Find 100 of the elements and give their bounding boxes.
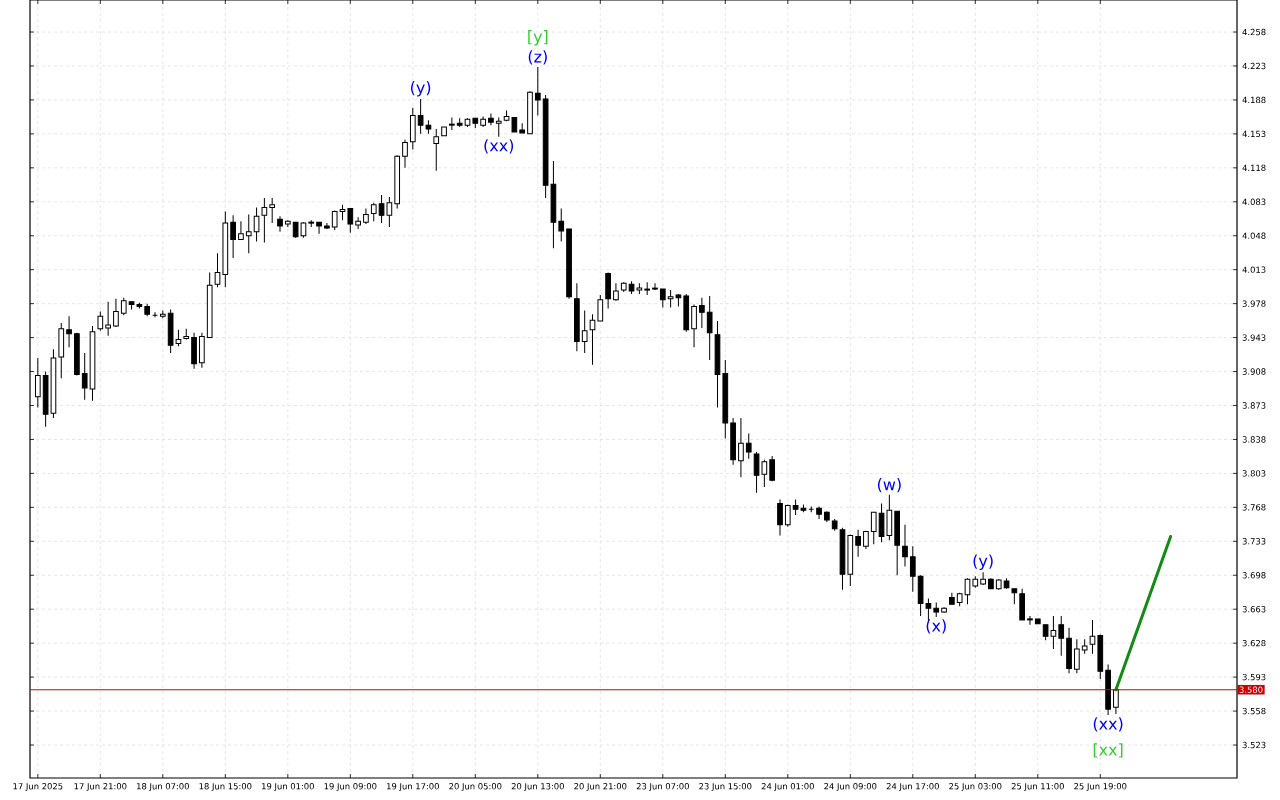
x-tick-label: 18 Jun 15:00 xyxy=(199,783,252,791)
annotation: (w) xyxy=(877,478,901,493)
x-tick-label: 19 Jun 01:00 xyxy=(262,783,314,791)
candlestick xyxy=(269,197,276,224)
candlestick xyxy=(613,282,619,302)
y-tick-label: 4.048 xyxy=(1242,232,1266,239)
x-tick-label: 20 Jun 13:00 xyxy=(511,783,564,791)
candlestick xyxy=(980,571,986,586)
x-tick-label: 17 Jun 21:00 xyxy=(74,783,127,791)
y-tick-label: 3.908 xyxy=(1242,368,1266,375)
candlestick xyxy=(1058,615,1065,657)
y-tick-label: 3.698 xyxy=(1242,572,1266,579)
y-tick-label: 3.628 xyxy=(1242,639,1266,647)
candlestick xyxy=(97,310,104,332)
x-tick-label: 25 Jun 11:00 xyxy=(1011,783,1064,791)
candlestick xyxy=(738,417,744,478)
candlestick xyxy=(784,503,791,528)
annotation: [y] xyxy=(528,30,548,46)
candlestick xyxy=(277,215,283,233)
y-tick-label: 4.188 xyxy=(1242,96,1266,104)
y-tick-label: 4.258 xyxy=(1242,28,1266,36)
x-tick-label: 19 Jun 09:00 xyxy=(324,783,377,791)
candlestick xyxy=(855,529,861,558)
candlestick xyxy=(699,297,705,329)
annotation: (xx) xyxy=(484,139,514,154)
candlestick xyxy=(1074,638,1080,674)
y-tick-label: 3.978 xyxy=(1242,300,1266,307)
x-tick-label: 25 Jun 19:00 xyxy=(1074,783,1127,791)
candlestick xyxy=(652,282,658,291)
candlestick xyxy=(449,116,455,131)
candlestick xyxy=(113,298,119,328)
candlestick xyxy=(597,294,604,322)
candlestick xyxy=(81,352,88,401)
candlestick xyxy=(433,128,440,172)
candlestick xyxy=(816,505,822,520)
candlestick xyxy=(488,113,494,126)
candlestick xyxy=(347,208,354,234)
y-tick-label: 4.223 xyxy=(1242,62,1266,70)
y-tick-label: 3.733 xyxy=(1242,538,1266,545)
candlestick xyxy=(105,301,111,337)
candlestick xyxy=(909,545,916,593)
x-tick-label: 23 Jun 15:00 xyxy=(699,783,752,791)
y-tick-label: 3.838 xyxy=(1242,436,1266,443)
candlestick xyxy=(214,252,221,288)
candlestick xyxy=(589,313,596,366)
y-tick-label: 3.768 xyxy=(1242,504,1266,511)
candlestick xyxy=(66,315,72,348)
x-tick-label: 24 Jun 17:00 xyxy=(886,783,939,791)
candlestick xyxy=(1027,615,1033,626)
y-tick-label: 3.803 xyxy=(1242,470,1266,477)
y-tick-label: 3.558 xyxy=(1242,707,1266,715)
y-tick-label: 4.153 xyxy=(1242,130,1266,138)
candlestick xyxy=(691,304,697,348)
x-tick-label: 20 Jun 05:00 xyxy=(449,783,502,791)
x-tick-label: 19 Jun 17:00 xyxy=(387,783,439,791)
candlestick xyxy=(402,139,408,169)
x-tick-label: 23 Jun 07:00 xyxy=(636,783,689,791)
candlestick xyxy=(1089,619,1096,655)
candlestick xyxy=(534,66,541,116)
y-tick-label: 3.593 xyxy=(1242,673,1266,681)
candlestick xyxy=(245,213,252,254)
candlestick xyxy=(777,499,783,536)
annotation: [xx] xyxy=(1093,743,1123,758)
y-tick-label: 4.118 xyxy=(1242,164,1266,172)
annotation: (xx) xyxy=(1093,717,1123,732)
candlestick xyxy=(558,208,565,243)
ref-line-label: 3.580 xyxy=(1239,686,1263,693)
candlestick xyxy=(902,524,908,568)
y-tick-label: 3.663 xyxy=(1242,606,1266,613)
candlestick xyxy=(745,433,752,460)
annotation: (z) xyxy=(528,50,547,65)
candlestick xyxy=(34,357,41,408)
candlestick xyxy=(238,220,244,241)
y-tick-label: 3.873 xyxy=(1242,402,1266,409)
candlestick xyxy=(230,214,236,259)
candlestick xyxy=(316,221,322,235)
candlestick xyxy=(659,288,666,309)
x-tick-label: 25 Jun 03:00 xyxy=(949,783,1002,791)
x-tick-label: 18 Jun 07:00 xyxy=(137,783,189,791)
annotation: (y) xyxy=(411,81,431,97)
x-tick-label: 24 Jun 09:00 xyxy=(824,783,877,791)
candlestick xyxy=(870,511,877,545)
candlestick xyxy=(769,455,776,482)
candlestick xyxy=(495,116,502,138)
annotation: (x) xyxy=(926,619,946,634)
candlestick xyxy=(581,309,588,354)
y-tick-label: 4.013 xyxy=(1242,266,1266,273)
candlestick xyxy=(370,202,377,222)
y-tick-label: 3.523 xyxy=(1242,741,1266,749)
x-tick-label: 24 Jun 01:00 xyxy=(761,783,814,791)
x-tick-label: 17 Jun 2025 xyxy=(13,783,63,791)
annotation: (y) xyxy=(973,554,993,570)
candlestick xyxy=(355,216,361,230)
y-tick-label: 3.943 xyxy=(1242,334,1266,341)
y-tick-label: 4.083 xyxy=(1242,198,1266,205)
candlestick xyxy=(253,207,260,243)
candlestick xyxy=(706,295,713,361)
x-tick-label: 20 Jun 21:00 xyxy=(574,783,627,791)
candlestick xyxy=(1113,688,1119,715)
candlestick xyxy=(261,197,268,244)
